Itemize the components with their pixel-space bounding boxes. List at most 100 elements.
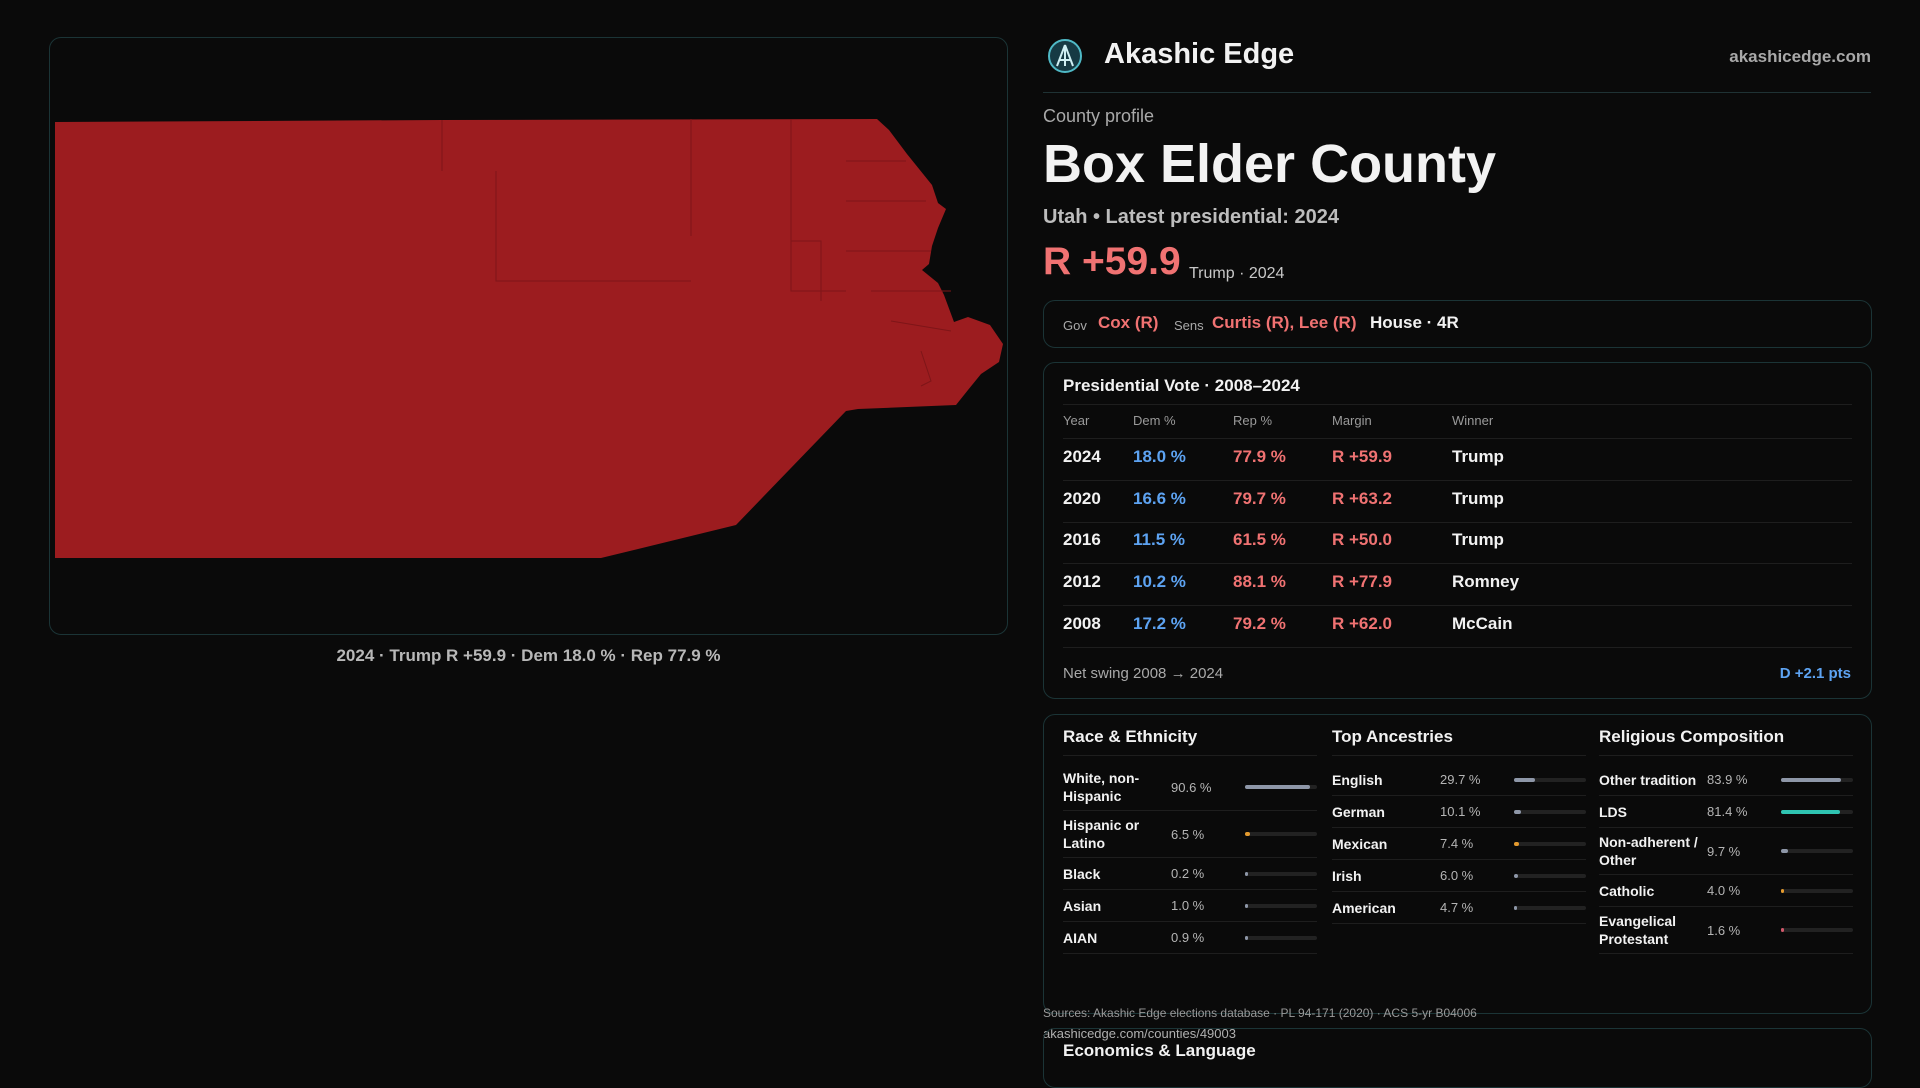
- label: Non-adherent / Other: [1599, 834, 1698, 868]
- bar-track: [1781, 928, 1853, 932]
- demographic-row: Catholic 4.0 %: [1599, 875, 1853, 907]
- margin-note: Trump · 2024: [1189, 265, 1285, 282]
- label: Mexican: [1332, 835, 1388, 852]
- cell: Trump: [1452, 488, 1504, 508]
- demographic-row: Hispanic or Latino 6.5 %: [1063, 811, 1317, 858]
- cell: 79.2 %: [1233, 613, 1286, 633]
- cell: 88.1 %: [1233, 572, 1286, 592]
- cell: R +50.0: [1332, 530, 1393, 550]
- column-title: Religious Composition: [1599, 727, 1853, 756]
- label: American: [1332, 899, 1396, 916]
- bar: [1514, 777, 1536, 782]
- economics-title: Economics & Language: [1063, 1041, 1256, 1060]
- value: 1.6 %: [1707, 922, 1741, 938]
- value: 0.2 %: [1171, 866, 1205, 881]
- rule: [1063, 605, 1852, 607]
- rule: [1063, 563, 1852, 565]
- demographic-row: German 10.1 %: [1332, 796, 1586, 828]
- demographic-row: Non-adherent / Other 9.7 %: [1599, 828, 1853, 875]
- value: 7.4 %: [1440, 836, 1474, 851]
- bar: [1245, 935, 1248, 940]
- demographic-row: AIAN 0.9 %: [1063, 922, 1317, 954]
- year: 2016: [1063, 530, 1101, 550]
- demographic-row: White, non-Hispanic 90.6 %: [1063, 764, 1317, 811]
- map-panel: [49, 37, 1008, 635]
- column-header: Year: [1063, 413, 1090, 428]
- rule: [1063, 480, 1852, 481]
- demographic-row: Other tradition 83.9 %: [1599, 764, 1853, 796]
- label: Hispanic or Latino: [1063, 817, 1140, 851]
- rule: [1063, 521, 1852, 523]
- bar-track: [1781, 809, 1853, 814]
- cell: 77.9 %: [1233, 447, 1286, 466]
- county-map: [55, 119, 1003, 558]
- bar: [1781, 809, 1840, 814]
- column-header: Dem %: [1133, 413, 1176, 428]
- bar-track: [1245, 903, 1317, 908]
- column-title: Race & Ethnicity: [1063, 727, 1317, 756]
- column-header: Margin: [1332, 413, 1372, 428]
- rule: [1063, 438, 1852, 439]
- bar: [1781, 928, 1784, 932]
- label: Irish: [1332, 867, 1362, 884]
- demographic-row: English 29.7 %: [1332, 764, 1586, 796]
- column-header: Winner: [1452, 413, 1494, 428]
- gov-label: Gov: [1063, 318, 1087, 333]
- label: Other tradition: [1599, 771, 1697, 788]
- label: Catholic: [1599, 882, 1655, 899]
- bar: [1781, 888, 1784, 893]
- label: Evangelical Protestant: [1599, 913, 1677, 947]
- brand: Akashic Edge: [1104, 38, 1295, 70]
- value: 1.0 %: [1171, 898, 1205, 913]
- bar-track: [1514, 841, 1586, 846]
- bar: [1514, 905, 1518, 910]
- bar-track: [1245, 832, 1317, 836]
- demographic-row: American 4.7 %: [1332, 892, 1586, 924]
- logo: [1048, 39, 1082, 73]
- swing-value: D +2.1 pts: [1779, 665, 1851, 682]
- value: 90.6 %: [1171, 779, 1212, 795]
- cell: R +59.9: [1332, 447, 1393, 466]
- value: 81.4 %: [1707, 804, 1748, 819]
- label: Black: [1063, 865, 1101, 882]
- presidential-title: Presidential Vote · 2008–2024: [1063, 376, 1300, 395]
- bar-track: [1245, 785, 1317, 789]
- bar-track: [1514, 809, 1586, 814]
- bar-track: [1514, 777, 1586, 782]
- demographic-row: Evangelical Protestant 1.6 %: [1599, 907, 1853, 954]
- cell: R +77.9: [1332, 572, 1393, 592]
- cell: 17.2 %: [1133, 613, 1186, 633]
- bar: [1514, 841, 1520, 846]
- precinct-lines: [441, 119, 952, 387]
- county-title: Box Elder County: [1043, 134, 1497, 194]
- value: 10.1 %: [1440, 804, 1481, 819]
- bar: [1245, 871, 1248, 876]
- demographic-row: LDS 81.4 %: [1599, 796, 1853, 828]
- cell: Trump: [1452, 447, 1504, 466]
- value: 9.7 %: [1707, 843, 1741, 859]
- value: 6.0 %: [1440, 868, 1474, 883]
- senators: Curtis (R), Lee (R): [1212, 313, 1357, 332]
- subtitle: Utah • Latest presidential: 2024: [1043, 206, 1339, 228]
- map-caption: 2024 · Trump R +59.9 · Dem 18.0 % · Rep …: [336, 646, 721, 665]
- bar-track: [1781, 888, 1853, 893]
- value: 83.9 %: [1707, 772, 1748, 787]
- value: 4.0 %: [1707, 883, 1741, 898]
- bar: [1514, 873, 1519, 878]
- county-url[interactable]: akashicedge.com/counties/49003: [1043, 1026, 1236, 1041]
- cell: Romney: [1452, 572, 1520, 592]
- demographic-row: Irish 6.0 %: [1332, 860, 1586, 892]
- bar-track: [1245, 935, 1317, 940]
- site-link[interactable]: akashicedge.com: [1729, 47, 1871, 66]
- value: 0.9 %: [1171, 930, 1205, 945]
- sources: Sources: Akashic Edge elections database…: [1043, 1006, 1477, 1020]
- demographic-row: Mexican 7.4 %: [1332, 828, 1586, 860]
- label: Asian: [1063, 897, 1102, 914]
- bar-track: [1514, 905, 1586, 910]
- officials-panel: [1043, 300, 1872, 348]
- cell: McCain: [1452, 613, 1513, 633]
- bar-track: [1781, 777, 1853, 782]
- year: 2012: [1063, 572, 1101, 592]
- column-title: Top Ancestries: [1332, 727, 1586, 756]
